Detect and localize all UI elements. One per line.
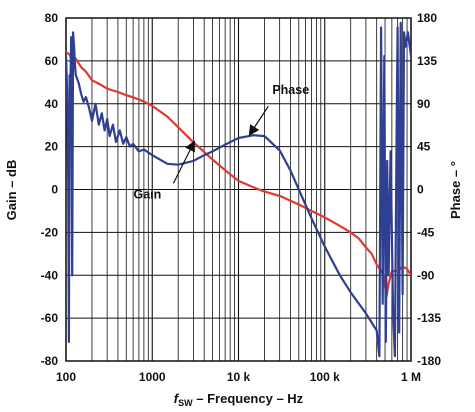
y-tick-label-left: -80 [41,354,59,368]
x-tick-label: 10 k [227,370,251,384]
y-tick-label-left: 60 [45,54,59,68]
y-tick-label-right: 45 [417,140,431,154]
plot-area-frame [65,17,412,362]
y-tick-label-left: -20 [41,225,59,239]
annotation-arrow-phase [248,105,269,137]
y-tick-label-right: -135 [417,311,441,325]
tick-labels: 100 1000 10 k 100 k 1 M 80 60 40 20 0 -20 -40 -60 -80… [41,11,442,384]
y-axis-right-title: Phase – ° [448,161,463,219]
y-axis-left-title: Gain – dB [4,160,19,221]
y-tick-label-right: -45 [417,225,435,239]
y-tick-label-left: 20 [45,140,59,154]
y-tick-label-right: 0 [417,183,424,197]
y-tick-label-right: 135 [417,54,437,68]
series-group [66,21,411,358]
x-tick-label: 100 [56,370,76,384]
y-tick-label-right: -90 [417,268,435,282]
y-tick-label-right: -180 [417,354,441,368]
y-tick-label-left: 0 [51,183,58,197]
y-tick-label-left: 40 [45,97,59,111]
annotation-arrow-gain [172,140,195,184]
series-line-phase [66,21,411,358]
x-tick-label: 100 k [310,370,340,384]
y-tick-label-left: -60 [41,311,59,325]
y-tick-label-left: 80 [45,11,59,25]
x-axis-title: fSW – Frequency – Hz [174,391,304,408]
y-tick-label-left: -40 [41,268,59,282]
annotation-label-gain: Gain [134,187,162,201]
x-tick-label: 1 M [401,370,421,384]
annotations: Phase Gain [134,83,310,201]
x-tick-label: 1000 [139,370,166,384]
y-tick-label-right: 90 [417,97,431,111]
y-tick-label-right: 180 [417,11,437,25]
annotation-label-phase: Phase [272,83,309,97]
grid-lines [65,17,412,362]
